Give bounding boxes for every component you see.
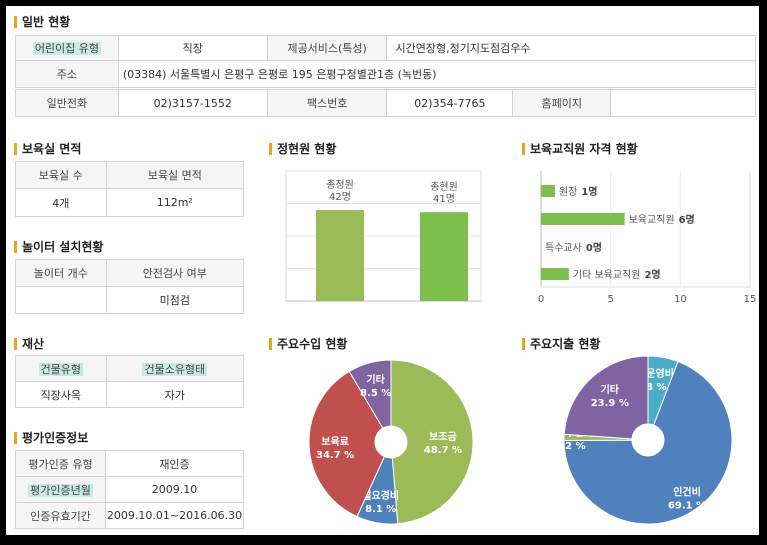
- expense-chart-slice: [563, 355, 649, 440]
- ownership-label: 건물소유형태: [142, 362, 208, 376]
- staff-category-label: 기타 보육교직원: [573, 269, 641, 281]
- staff-title: 보육교직원 자격 현황: [522, 142, 638, 156]
- general-title: 일반 현황: [14, 15, 70, 29]
- staff-category-label: 특수교사: [545, 242, 582, 254]
- income-chart-slice: [308, 370, 386, 518]
- certification-table: 평가인증 유형 재인증 평가인증년월 2009.10 인증유효기간 2009.1…: [14, 450, 244, 529]
- staff-category-label: 보육교직원: [629, 214, 675, 226]
- cert-period-value: 2009.10.01~2016.06.30: [105, 502, 244, 529]
- building-type-label: 건물유형: [38, 362, 84, 376]
- staff-bar: [541, 213, 625, 225]
- playground-count-value: [15, 286, 107, 314]
- income-chart-slice-label: 필요경비: [362, 489, 399, 502]
- income-chart-slice-label: 보조금: [429, 431, 457, 443]
- inspection-label: 안전검사 여부: [105, 259, 245, 287]
- type-label: 어린이집 유형: [32, 42, 102, 55]
- income-chart-slice-pct: 34.7 %: [316, 450, 354, 461]
- cert-year-label: 평가인증년월: [28, 483, 93, 497]
- capacity-value-label: 42명: [329, 191, 351, 203]
- income-chart-slice-label: 보육료: [321, 436, 349, 448]
- expense-chart-slice-label: 기타: [601, 383, 620, 396]
- service-value: 시간연장형,정기지도점검우수: [386, 35, 756, 61]
- staff-bar: [541, 268, 569, 280]
- phone-label: 일반전화: [15, 89, 119, 117]
- fax-value: 02)354-7765: [386, 89, 514, 117]
- page-frame: 일반 현황 어린이집 유형 직장 제공서비스(특성) 시간연장형,정기지도점검우…: [6, 6, 759, 535]
- playground-count-label: 놀이터 개수: [15, 259, 107, 287]
- contact-table: 일반전화 02)3157-1552 팩스번호 02)354-7765 홈페이지: [15, 89, 756, 117]
- cert-period-label: 인증유효기간: [14, 502, 107, 529]
- room-area-label: 보육실 면적: [105, 161, 245, 189]
- general-table: 어린이집 유형 직장 제공서비스(특성) 시간연장형,정기지도점검우수 주소 (…: [15, 35, 757, 88]
- property-table: 건물유형 건물소유형태 직장사옥 자가: [15, 355, 245, 408]
- room-area-table: 보육실 수 보육실 면적 4개 112m²: [15, 161, 245, 217]
- income-title: 주요수입 현황: [269, 337, 347, 351]
- staff-count-label: 2명: [644, 268, 660, 281]
- room-area-title: 보육실 면적: [14, 142, 81, 156]
- income-chart-slice-label: 기타: [366, 373, 385, 386]
- staff-count-label: 6명: [679, 213, 695, 226]
- staff-category-label: 원장: [559, 186, 577, 198]
- staff-x-tick: 0: [538, 294, 544, 305]
- capacity-category-label: 총정원: [326, 179, 354, 191]
- income-chart-slice: [348, 359, 392, 429]
- expense-chart-slice-label: 인건비: [673, 486, 701, 499]
- cert-year-label-cell: 평가인증년월: [14, 476, 107, 503]
- income-chart-slice-pct: 8.5 %: [360, 388, 391, 399]
- expense-chart-slice-pct: 5.8 %: [635, 382, 666, 393]
- inspection-value: 미점검: [105, 286, 245, 314]
- income-chart-slice-pct: 8.1 %: [365, 504, 396, 515]
- address-label: 주소: [15, 60, 119, 88]
- type-value: 직장: [117, 35, 268, 61]
- expense-title: 주요지출 현황: [522, 337, 600, 351]
- capacity-bar: [420, 212, 468, 301]
- staff-count-label: 0명: [586, 241, 602, 254]
- capacity-category-label: 총현원: [430, 181, 458, 193]
- cert-type-value: 재인증: [105, 450, 244, 477]
- cert-type-label: 평가인증 유형: [14, 450, 107, 477]
- staff-bar: [541, 185, 555, 197]
- property-title: 재산: [14, 337, 44, 351]
- type-label-cell: 어린이집 유형: [15, 35, 119, 61]
- income-chart-slice-pct: 48.7 %: [424, 445, 462, 456]
- expense-chart-slice-pct: 69.1 %: [668, 501, 706, 512]
- building-type-label-cell: 건물유형: [15, 355, 107, 382]
- service-label: 제공서비스(특성): [266, 35, 388, 61]
- expense-chart-slice: [563, 360, 733, 525]
- homepage-label: 홈페이지: [512, 89, 612, 117]
- capacity-bar: [316, 210, 364, 301]
- expense-chart-slice-pct: 23.9 %: [591, 398, 629, 409]
- income-chart: 보조금 48.7 % 필요경비 8.1 % 보육료 34.7 % 기타 8.5 %: [308, 359, 474, 525]
- room-count-value: 4개: [15, 188, 107, 217]
- playground-title: 놀이터 설치현황: [14, 240, 103, 254]
- staff-x-tick: 5: [607, 294, 613, 305]
- cert-year-value: 2009.10: [105, 476, 244, 503]
- phone-value: 02)3157-1552: [117, 89, 268, 117]
- room-count-label: 보육실 수: [15, 161, 107, 189]
- homepage-value[interactable]: [610, 89, 756, 117]
- room-area-value: 112m²: [105, 188, 245, 217]
- building-type-value: 직장사옥: [15, 381, 107, 408]
- capacity-title: 정현원 현황: [269, 142, 336, 156]
- fax-label: 팩스번호: [266, 89, 388, 117]
- ownership-label-cell: 건물소유형태: [105, 355, 245, 382]
- address-value: (03384) 서울특별시 은평구 은평로 195 은평구청별관1층 (녹번동): [117, 60, 757, 88]
- staff-x-tick: 10: [674, 294, 687, 305]
- playground-table: 놀이터 개수 안전검사 여부 미점검: [15, 259, 245, 314]
- income-chart-slice: [390, 359, 474, 525]
- certification-title: 평가인증정보: [14, 431, 88, 445]
- staff-x-tick: 15: [744, 294, 757, 305]
- expense-chart-slice-pct: 1.2 %: [554, 441, 585, 452]
- staff-count-label: 1명: [581, 185, 597, 198]
- ownership-value: 자가: [105, 381, 245, 408]
- capacity-value-label: 41명: [433, 193, 455, 205]
